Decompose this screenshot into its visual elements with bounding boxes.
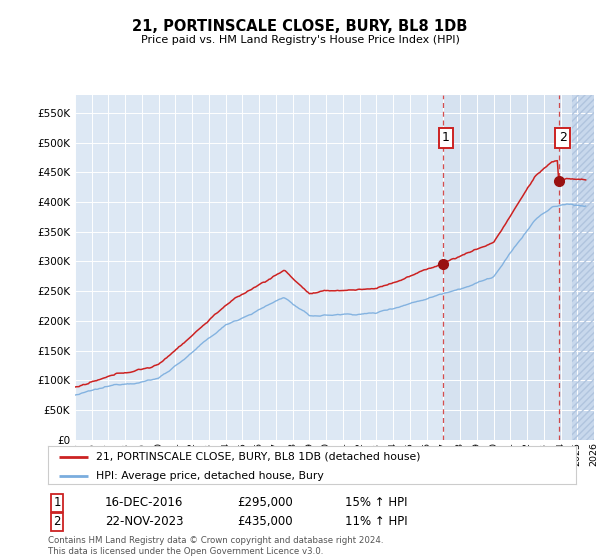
Text: £435,000: £435,000 xyxy=(237,515,293,529)
Text: HPI: Average price, detached house, Bury: HPI: Average price, detached house, Bury xyxy=(95,471,323,481)
Text: £295,000: £295,000 xyxy=(237,496,293,510)
Bar xyxy=(572,95,594,440)
Text: 15% ↑ HPI: 15% ↑ HPI xyxy=(345,496,407,510)
Text: Contains HM Land Registry data © Crown copyright and database right 2024.
This d: Contains HM Land Registry data © Crown c… xyxy=(48,536,383,556)
Text: 1: 1 xyxy=(442,132,450,144)
Text: 21, PORTINSCALE CLOSE, BURY, BL8 1DB (detached house): 21, PORTINSCALE CLOSE, BURY, BL8 1DB (de… xyxy=(95,452,420,462)
Text: Price paid vs. HM Land Registry's House Price Index (HPI): Price paid vs. HM Land Registry's House … xyxy=(140,35,460,45)
Text: 1: 1 xyxy=(53,496,61,510)
Text: 16-DEC-2016: 16-DEC-2016 xyxy=(105,496,184,510)
Text: 2: 2 xyxy=(559,132,566,144)
Text: 2: 2 xyxy=(53,515,61,529)
Bar xyxy=(572,95,594,440)
Text: 21, PORTINSCALE CLOSE, BURY, BL8 1DB: 21, PORTINSCALE CLOSE, BURY, BL8 1DB xyxy=(133,20,467,34)
Bar xyxy=(443,95,572,440)
Text: 11% ↑ HPI: 11% ↑ HPI xyxy=(345,515,407,529)
Text: 22-NOV-2023: 22-NOV-2023 xyxy=(105,515,184,529)
